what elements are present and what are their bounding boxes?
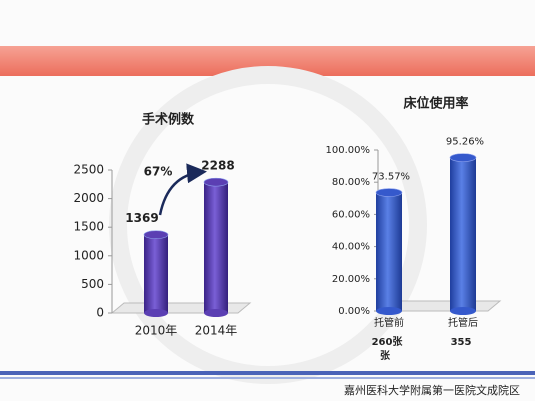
y-tick-label: 40.00% [332, 242, 370, 253]
footer-band [0, 371, 535, 375]
x-tick-label: 托管前 [374, 316, 404, 329]
x-tick-label: 2014年 [195, 324, 238, 338]
annotation: 张 [380, 349, 391, 362]
y-tick-label: 100.00% [326, 145, 371, 156]
y-tick-label: 1000 [73, 248, 104, 262]
x-tick-label: 2010年 [135, 324, 178, 338]
floor [110, 302, 252, 314]
y-tick-label: 2000 [73, 191, 104, 205]
y-tick-label: 2500 [73, 163, 104, 177]
y-tick-label: 0.00% [338, 306, 370, 317]
bar-top [143, 230, 169, 239]
y-tick-label: 20.00% [332, 274, 370, 285]
bar [376, 192, 402, 311]
bar-base [204, 309, 228, 317]
value-label: 73.57% [372, 172, 410, 183]
y-tick-label: 60.00% [332, 209, 370, 220]
y-tick-label: 500 [81, 277, 104, 291]
y-tick-label: 80.00% [332, 177, 370, 188]
sublabel: 355 [451, 337, 472, 348]
bar [204, 182, 228, 313]
value-label: 95.26% [446, 137, 484, 148]
bar [450, 157, 476, 311]
bar-base [450, 307, 476, 315]
value-label: 2288 [201, 159, 234, 173]
annotation: 67% [144, 165, 173, 179]
y-tick-label: 1500 [73, 220, 104, 234]
footer-text: 嘉州医科大学附属第一医院文成院区 [344, 383, 520, 397]
footer-band-thin [0, 377, 535, 379]
chart-title: 床位使用率 [403, 96, 468, 112]
bar-top [375, 188, 403, 197]
y-tick-label: 0 [96, 306, 104, 320]
x-tick-label: 托管后 [448, 316, 478, 329]
sublabel: 260张 [372, 335, 404, 348]
bar-top [449, 153, 477, 162]
chart-title: 手术例数 [142, 112, 195, 128]
value-label: 1369 [125, 211, 158, 225]
bar [144, 234, 168, 313]
growth-arrow [158, 163, 207, 216]
bar-base [144, 309, 168, 317]
bar-base [376, 307, 402, 315]
bar-top [203, 177, 229, 187]
